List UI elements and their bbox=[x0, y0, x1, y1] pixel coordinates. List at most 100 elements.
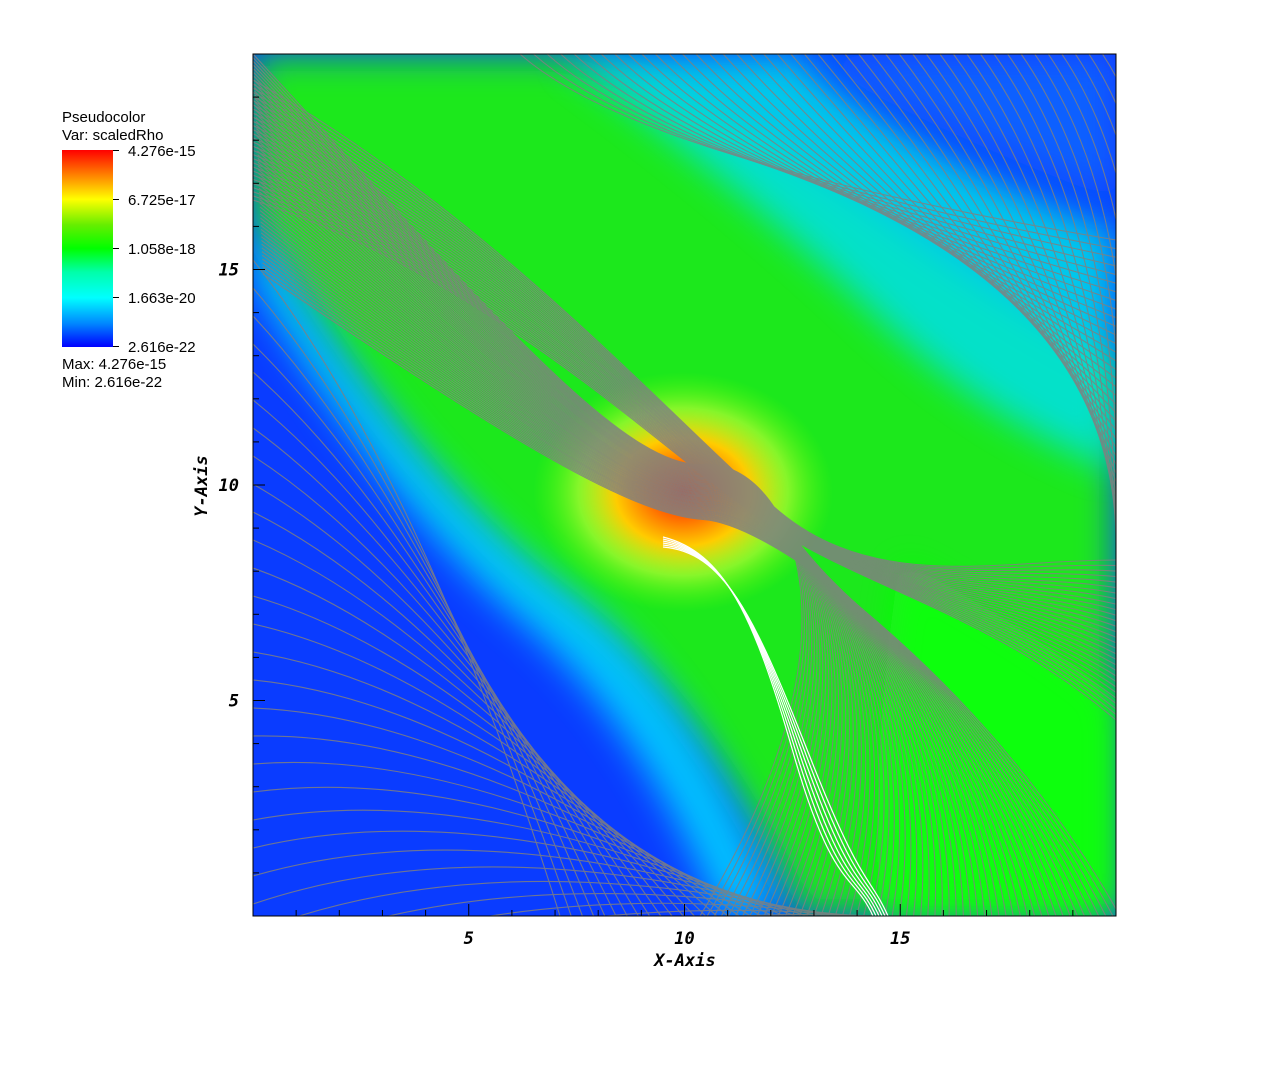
streamline bbox=[749, 54, 1116, 388]
streamline bbox=[912, 54, 1116, 491]
colorbar-tick bbox=[113, 199, 119, 200]
y-tick-label: 15 bbox=[219, 261, 239, 281]
streamline bbox=[255, 120, 858, 916]
streamline bbox=[1047, 54, 1116, 577]
streamline bbox=[253, 623, 706, 916]
streamline bbox=[587, 54, 1116, 284]
colorbar-tick bbox=[113, 346, 119, 347]
colorbar-legend: Pseudocolor Var: scaledRho 4.276e-15 6.7… bbox=[62, 108, 262, 398]
streamline bbox=[255, 109, 847, 916]
streamline bbox=[253, 651, 718, 916]
streamline bbox=[722, 54, 1116, 371]
x-axis-ticks: 5 10 15 bbox=[295, 904, 1074, 949]
streamlines bbox=[253, 54, 1116, 916]
streamline bbox=[253, 182, 1116, 699]
colorbar-tick bbox=[113, 297, 119, 298]
streamline bbox=[256, 146, 890, 916]
streamline bbox=[260, 225, 1028, 916]
streamline bbox=[253, 567, 684, 916]
min-label: Min: 2.616e-22 bbox=[62, 374, 163, 391]
streamline bbox=[253, 158, 1116, 666]
streamline bbox=[600, 909, 863, 916]
streamline bbox=[763, 54, 1116, 396]
streamline bbox=[546, 54, 1116, 258]
streamline bbox=[600, 54, 1116, 293]
streamline bbox=[257, 169, 924, 916]
colorbar-tick bbox=[113, 150, 119, 151]
x-tick-label: 15 bbox=[890, 929, 910, 949]
x-axis-title: X-Axis bbox=[652, 951, 715, 971]
streamline bbox=[262, 273, 1116, 911]
streamline bbox=[573, 54, 1116, 276]
streamline bbox=[253, 195, 1116, 715]
streamline bbox=[253, 830, 796, 916]
streamline bbox=[260, 217, 1014, 916]
streamline bbox=[262, 262, 1100, 916]
streamline bbox=[258, 184, 950, 916]
streamline bbox=[257, 157, 906, 916]
streamline bbox=[900, 915, 908, 916]
streamline bbox=[845, 915, 885, 916]
streamline bbox=[253, 809, 785, 916]
streamline bbox=[259, 195, 972, 916]
colorbar-label-2: 6.725e-17 bbox=[128, 192, 196, 209]
y-axis-ticks: 5 10 15 bbox=[219, 96, 265, 874]
streamline bbox=[253, 849, 807, 916]
streamline bbox=[254, 102, 840, 916]
colorbar-label-1: 4.276e-15 bbox=[128, 143, 196, 160]
streamline bbox=[261, 254, 1085, 916]
streamline bbox=[627, 54, 1116, 310]
streamline bbox=[254, 105, 843, 916]
streamline bbox=[262, 258, 1093, 916]
streamline bbox=[736, 54, 1116, 379]
streamline bbox=[253, 191, 1116, 710]
streamline bbox=[261, 243, 1064, 916]
streamline bbox=[253, 595, 695, 916]
plot-area bbox=[253, 54, 1116, 916]
streamline bbox=[261, 251, 1078, 916]
streamline bbox=[641, 54, 1116, 319]
streamline bbox=[258, 172, 930, 916]
streamline bbox=[259, 210, 1000, 916]
streamline bbox=[993, 54, 1116, 543]
streamline bbox=[260, 228, 1036, 916]
y-tick-label: 10 bbox=[219, 476, 239, 496]
x-tick-label: 10 bbox=[674, 929, 694, 949]
streamline bbox=[257, 150, 895, 916]
streamline bbox=[1061, 54, 1116, 586]
max-label: Max: 4.276e-15 bbox=[62, 356, 167, 373]
streamline bbox=[655, 54, 1116, 327]
colorbar-label-5: 2.616e-22 bbox=[128, 339, 196, 356]
streamline bbox=[253, 187, 1116, 704]
streamline bbox=[898, 54, 1116, 483]
streamline bbox=[259, 202, 986, 916]
streamline bbox=[966, 54, 1116, 526]
x-tick-label: 5 bbox=[464, 929, 474, 949]
streamline bbox=[939, 54, 1116, 508]
streamline bbox=[253, 199, 1116, 721]
streamline bbox=[1034, 54, 1116, 569]
streamline bbox=[256, 135, 875, 916]
streamline bbox=[1007, 54, 1116, 551]
streamline bbox=[253, 315, 583, 916]
streamline bbox=[262, 269, 1114, 916]
streamline bbox=[695, 54, 1116, 353]
streamline bbox=[386, 893, 841, 916]
streamline bbox=[259, 198, 979, 916]
streamline bbox=[1074, 54, 1116, 595]
streamline bbox=[884, 915, 896, 916]
y-axis-title: Y-Axis bbox=[192, 455, 212, 516]
streamline bbox=[560, 54, 1116, 267]
streamline bbox=[259, 213, 1007, 916]
streamline bbox=[980, 54, 1116, 534]
streamline bbox=[253, 174, 1116, 688]
streamline bbox=[682, 54, 1116, 345]
streamline bbox=[709, 54, 1116, 362]
streamline bbox=[257, 165, 918, 916]
streamline bbox=[262, 266, 1107, 916]
streamline bbox=[728, 914, 874, 916]
white-streamlines bbox=[662, 536, 889, 916]
streamline bbox=[925, 54, 1116, 500]
streamline bbox=[255, 113, 850, 916]
